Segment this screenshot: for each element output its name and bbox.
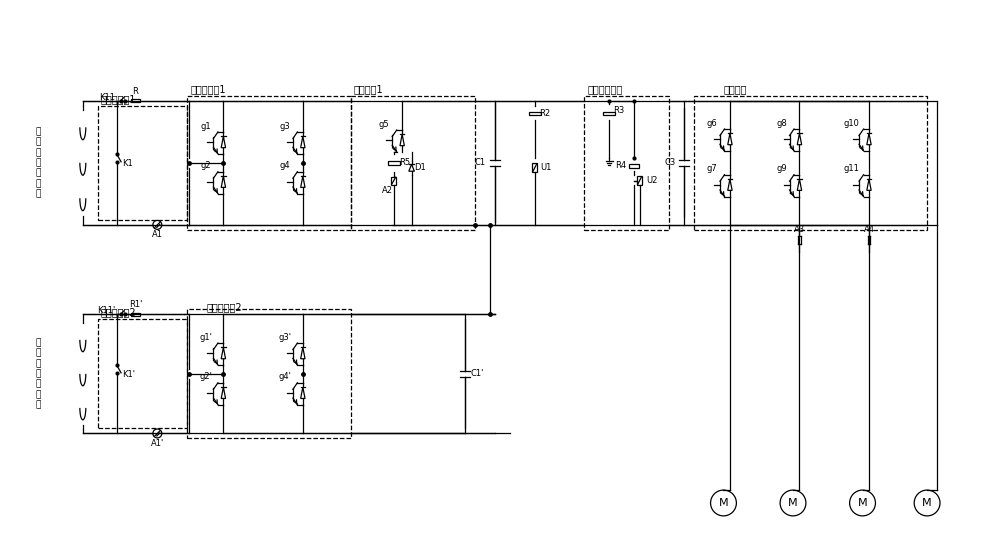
Text: 变
压
器
次
边
绕
组: 变 压 器 次 边 绕 组 [35,338,41,410]
Text: K1: K1 [123,159,133,168]
Text: A1': A1' [151,439,164,448]
Text: M: M [922,498,932,508]
Bar [388,161,400,164]
Bar [637,176,642,185]
Text: R3: R3 [613,106,624,115]
Text: 预充电模块2: 预充电模块2 [101,307,136,318]
Bar [131,312,140,316]
Text: g4': g4' [279,372,291,381]
Text: g10: g10 [843,119,859,127]
Bar [187,309,351,438]
Text: R: R [133,87,138,96]
Text: 逆变模块: 逆变模块 [723,84,747,94]
Text: g3: g3 [280,121,290,130]
Text: A4: A4 [863,225,874,234]
Text: A1: A1 [152,230,163,239]
Text: 四象限整流2: 四象限整流2 [207,302,243,312]
Text: 变
压
器
次
边
绕
组: 变 压 器 次 边 绕 组 [35,127,41,198]
Text: 斩波模块1: 斩波模块1 [354,84,384,94]
Bar [532,163,537,172]
Bar [694,96,927,230]
Text: g3': g3' [278,333,291,342]
Text: U1: U1 [541,163,552,172]
Text: A2: A2 [382,186,393,195]
Text: 预充电模块1: 预充电模块1 [101,94,136,103]
Bar [98,106,187,220]
Text: g7: g7 [707,164,717,173]
Bar [187,96,351,230]
Text: C3: C3 [665,158,676,167]
Text: M: M [788,498,798,508]
Text: A3: A3 [794,225,805,234]
Text: R5: R5 [399,158,410,167]
Text: M: M [858,498,867,508]
Text: g11: g11 [843,164,859,173]
Text: g9: g9 [776,164,787,173]
Bar [529,112,541,115]
Text: C1': C1' [470,369,484,378]
Text: C1: C1 [475,158,486,167]
Bar [603,112,615,115]
Text: K11: K11 [100,93,116,102]
Text: K11': K11' [97,306,116,315]
Text: g8: g8 [776,119,787,127]
Text: M: M [719,498,728,508]
Text: g1: g1 [200,121,211,130]
Text: g1': g1' [199,333,212,342]
Text: R1': R1' [129,300,142,309]
Text: 接地检测模块: 接地检测模块 [587,84,623,94]
Bar [351,96,475,230]
Text: K1': K1' [123,371,136,380]
Text: D1: D1 [415,163,426,172]
Text: g2': g2' [199,372,212,381]
Text: g5: g5 [379,120,390,129]
Text: R4: R4 [615,162,626,170]
Bar [584,96,669,230]
Text: g4: g4 [280,161,290,170]
Bar [391,177,396,184]
Text: 四象限整流1: 四象限整流1 [190,84,226,94]
Text: U2: U2 [646,176,657,185]
Text: R2: R2 [539,109,550,118]
Bar [629,164,639,168]
Bar [131,99,140,102]
Text: g6: g6 [707,119,717,127]
Text: g2: g2 [200,161,211,170]
Bar [98,319,187,429]
